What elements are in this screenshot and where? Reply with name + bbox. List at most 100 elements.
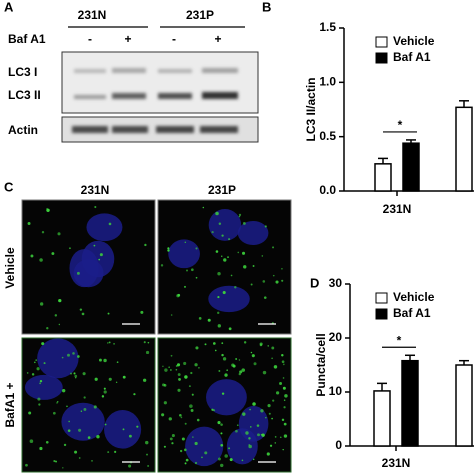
puncta bbox=[227, 256, 229, 258]
puncta bbox=[252, 402, 256, 406]
puncta bbox=[251, 354, 255, 358]
puncta bbox=[221, 234, 224, 237]
puncta bbox=[63, 443, 67, 447]
bar bbox=[402, 142, 420, 192]
puncta bbox=[217, 272, 221, 276]
band-label: LC3 II bbox=[8, 88, 41, 102]
puncta bbox=[176, 363, 181, 367]
puncta bbox=[221, 342, 224, 345]
puncta bbox=[220, 432, 223, 435]
puncta bbox=[275, 280, 279, 284]
puncta bbox=[39, 258, 43, 262]
puncta bbox=[116, 361, 119, 364]
puncta bbox=[170, 369, 172, 371]
puncta bbox=[207, 318, 211, 322]
puncta bbox=[74, 374, 78, 378]
puncta bbox=[248, 444, 251, 446]
puncta bbox=[228, 327, 232, 331]
puncta bbox=[144, 243, 147, 247]
puncta bbox=[175, 368, 178, 371]
puncta bbox=[122, 428, 125, 431]
puncta bbox=[122, 375, 126, 379]
puncta bbox=[283, 399, 286, 401]
nucleus bbox=[168, 239, 200, 269]
puncta bbox=[222, 290, 226, 295]
y-axis-label: Puncta/cell bbox=[314, 333, 328, 396]
puncta bbox=[142, 378, 147, 382]
puncta bbox=[191, 393, 194, 396]
puncta bbox=[170, 354, 173, 357]
puncta bbox=[98, 258, 101, 261]
nucleus bbox=[208, 285, 250, 313]
row-label: BafA1 + bbox=[3, 382, 17, 427]
puncta bbox=[220, 423, 223, 426]
puncta bbox=[140, 310, 144, 314]
puncta bbox=[238, 215, 241, 218]
puncta bbox=[275, 391, 280, 395]
puncta bbox=[184, 285, 186, 288]
puncta bbox=[39, 382, 41, 385]
puncta bbox=[185, 458, 189, 462]
y-tick-label: 0.0 bbox=[319, 183, 336, 197]
puncta bbox=[36, 367, 40, 371]
puncta bbox=[192, 436, 194, 438]
nucleus bbox=[86, 213, 123, 242]
puncta bbox=[215, 211, 219, 216]
puncta bbox=[272, 399, 275, 402]
puncta bbox=[74, 450, 78, 454]
nucleus bbox=[61, 402, 105, 441]
puncta bbox=[230, 274, 233, 277]
legend-swatch bbox=[375, 308, 388, 320]
puncta bbox=[78, 457, 81, 459]
puncta bbox=[177, 373, 181, 377]
puncta bbox=[215, 250, 219, 253]
puncta bbox=[191, 268, 194, 272]
puncta bbox=[204, 343, 207, 346]
puncta bbox=[260, 409, 264, 413]
legend-swatch bbox=[375, 36, 388, 48]
puncta bbox=[107, 312, 110, 315]
panel-label: D bbox=[310, 275, 319, 290]
y-tick-label: 0 bbox=[335, 438, 342, 452]
puncta bbox=[107, 451, 110, 454]
puncta bbox=[27, 221, 31, 225]
puncta bbox=[99, 358, 102, 362]
puncta bbox=[213, 409, 216, 412]
puncta bbox=[43, 362, 46, 365]
puncta bbox=[217, 311, 220, 315]
puncta bbox=[45, 440, 49, 444]
sign: - bbox=[88, 32, 92, 46]
puncta bbox=[177, 388, 181, 392]
puncta bbox=[281, 418, 285, 422]
puncta bbox=[163, 445, 166, 448]
puncta bbox=[163, 383, 166, 386]
puncta bbox=[39, 379, 43, 383]
puncta bbox=[264, 225, 267, 228]
x-tick-label: 231N bbox=[382, 456, 411, 470]
annotation: * bbox=[398, 118, 403, 132]
legend-label: Baf A1 bbox=[393, 306, 431, 320]
puncta bbox=[83, 408, 87, 411]
puncta bbox=[162, 365, 164, 368]
puncta bbox=[279, 382, 283, 385]
puncta bbox=[52, 411, 56, 415]
puncta bbox=[108, 222, 112, 226]
puncta bbox=[30, 254, 34, 258]
puncta bbox=[250, 426, 252, 428]
puncta bbox=[195, 346, 199, 350]
puncta bbox=[62, 467, 64, 469]
puncta bbox=[228, 238, 231, 241]
puncta bbox=[147, 464, 150, 467]
puncta bbox=[256, 424, 260, 427]
puncta bbox=[29, 439, 34, 444]
puncta bbox=[283, 406, 286, 409]
puncta bbox=[220, 443, 224, 447]
legend-label: Vehicle bbox=[393, 34, 435, 48]
puncta bbox=[183, 361, 187, 366]
puncta bbox=[87, 436, 91, 439]
puncta bbox=[250, 351, 253, 354]
group-label: 231P bbox=[186, 8, 214, 22]
puncta bbox=[41, 342, 45, 346]
puncta bbox=[83, 396, 86, 399]
